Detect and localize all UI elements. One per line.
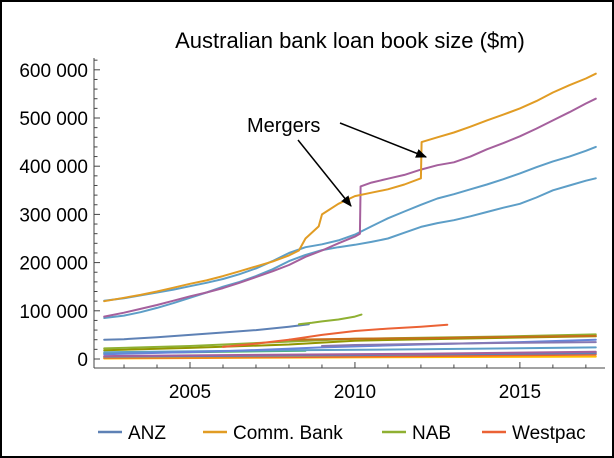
series-line-9 (321, 341, 597, 347)
series-line-15 (222, 323, 449, 348)
y-tick-label: 0 (77, 350, 88, 371)
y-tick-label: 200 000 (19, 254, 88, 275)
y-tick-label: 100 000 (19, 302, 88, 323)
series-line-13 (103, 323, 310, 341)
annotation-label: Mergers (247, 115, 320, 137)
y-tick-label: 400 000 (19, 157, 88, 178)
annotation-arrow (339, 122, 428, 158)
axes: 0 100 000 200 000 300 000 400 000 500 000 600 … (19, 58, 605, 403)
y-tick-label: 500 000 (19, 109, 88, 130)
annotation-arrow (297, 139, 352, 207)
legend-label: ANZ (128, 423, 166, 444)
annotation: Mergers (247, 115, 428, 207)
series-line-12 (288, 334, 597, 341)
x-tick-label: 2010 (334, 382, 376, 403)
legend-item: NAB (382, 423, 451, 444)
x-tick-label: 2005 (169, 382, 211, 403)
series-line-17 (103, 145, 597, 302)
legend: ANZ Comm. Bank NAB Westpac (98, 423, 586, 444)
series-line-16 (103, 177, 597, 319)
y-tick-label: 300 000 (19, 205, 88, 226)
legend-item: ANZ (98, 423, 166, 444)
x-tick-label: 2015 (499, 382, 541, 403)
y-tick-label: 600 000 (19, 61, 88, 82)
series-line-14 (297, 313, 363, 326)
legend-label: NAB (412, 423, 451, 444)
chart-title: Australian bank loan book size ($m) (175, 28, 525, 53)
legend-item: Westpac (482, 423, 586, 444)
series-layer (103, 72, 597, 360)
series-line-5 (103, 350, 597, 358)
legend-item: Comm. Bank (203, 423, 343, 444)
legend-label: Westpac (512, 423, 586, 444)
series-line-18 (103, 97, 597, 318)
legend-label: Comm. Bank (233, 423, 343, 444)
